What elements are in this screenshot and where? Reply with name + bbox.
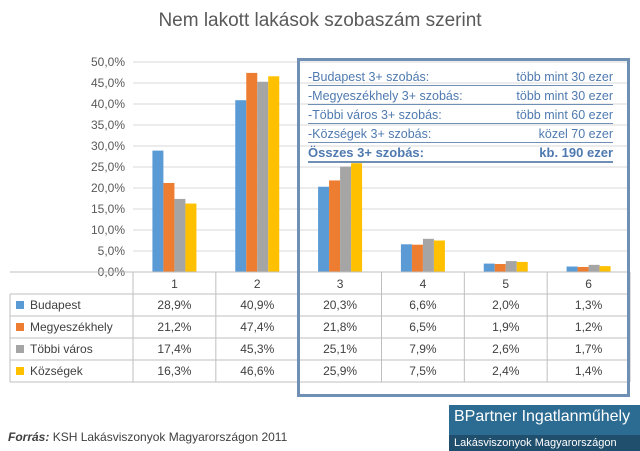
bar [246, 72, 258, 272]
x-tick-label: 5 [502, 277, 509, 291]
legend-key [16, 301, 24, 309]
y-tick-label: 35,0% [91, 118, 125, 132]
y-tick-label: 45,0% [91, 76, 125, 90]
y-tick-label: 15,0% [91, 202, 125, 216]
y-tick-label: 40,0% [91, 97, 125, 111]
bar [516, 261, 528, 272]
data-label: 25,1% [323, 342, 357, 356]
bar [588, 264, 600, 272]
data-label: 17,4% [157, 342, 191, 356]
bar [494, 264, 506, 272]
bar [340, 166, 352, 272]
source-note: Forrás: KSH Lakásviszonyok Magyarországo… [8, 430, 287, 444]
x-tick-label: 6 [585, 277, 592, 291]
legend-label: Községek [30, 364, 84, 378]
data-label: 2,0% [492, 298, 520, 312]
bar [235, 100, 247, 272]
data-label: 1,9% [492, 320, 520, 334]
data-label: 1,2% [575, 320, 603, 334]
data-label: 6,6% [409, 298, 437, 312]
legend-key [16, 323, 24, 331]
data-label: 2,4% [492, 364, 520, 378]
data-label: 2,6% [492, 342, 520, 356]
brand-logo: BPartner Ingatlanműhely Lakásviszonyok M… [449, 405, 640, 451]
chart-title: Nem lakott lakások szobaszám szerint [158, 10, 482, 31]
source-text: KSH Lakásviszonyok Magyarországon 2011 [52, 430, 288, 444]
legend-key [16, 345, 24, 353]
y-tick-label: 10,0% [91, 223, 125, 237]
legend-label: Megyeszékhely [30, 320, 113, 334]
bar [268, 76, 280, 272]
bar [174, 198, 186, 272]
data-label: 7,9% [409, 342, 437, 356]
data-label: 21,2% [157, 320, 191, 334]
y-tick-label: 5,0% [98, 244, 126, 258]
data-label: 46,6% [240, 364, 274, 378]
legend-label: Többi város [30, 342, 93, 356]
legend-label: Budapest [30, 298, 81, 312]
bar [257, 81, 269, 273]
bar [411, 244, 423, 272]
bar [163, 182, 175, 272]
data-label: 47,4% [240, 320, 274, 334]
y-tick-label: 25,0% [91, 160, 125, 174]
bar [400, 244, 412, 272]
legend-key [16, 367, 24, 375]
brand-subtitle: Lakásviszonyok Magyarországon [449, 435, 640, 451]
bar [505, 261, 517, 272]
data-label: 25,9% [323, 364, 357, 378]
bar [483, 263, 495, 272]
source-label: Forrás: [8, 430, 50, 444]
bar [566, 266, 578, 272]
bar [185, 203, 197, 272]
bar [599, 266, 611, 272]
data-label: 40,9% [240, 298, 274, 312]
data-label: 6,5% [409, 320, 437, 334]
data-label: 45,3% [240, 342, 274, 356]
data-label: 28,9% [157, 298, 191, 312]
bar [351, 163, 363, 272]
data-label: 1,7% [575, 342, 603, 356]
data-label: 16,3% [157, 364, 191, 378]
bar [318, 186, 330, 272]
data-label: 21,8% [323, 320, 357, 334]
bar [433, 240, 445, 272]
y-tick-label: 50,0% [91, 55, 125, 69]
x-tick-label: 4 [420, 277, 427, 291]
data-label: 1,3% [575, 298, 603, 312]
brand-name: BPartner Ingatlanműhely [454, 408, 631, 425]
bar [329, 180, 341, 272]
y-tick-label: 20,0% [91, 181, 125, 195]
bar [422, 238, 434, 272]
x-tick-label: 1 [171, 277, 178, 291]
data-label: 20,3% [323, 298, 357, 312]
data-label: 7,5% [409, 364, 437, 378]
x-tick-label: 3 [337, 277, 344, 291]
data-label: 1,4% [575, 364, 603, 378]
bar [577, 266, 589, 272]
y-tick-label: 30,0% [91, 139, 125, 153]
bar [152, 150, 164, 272]
x-tick-label: 2 [254, 277, 261, 291]
